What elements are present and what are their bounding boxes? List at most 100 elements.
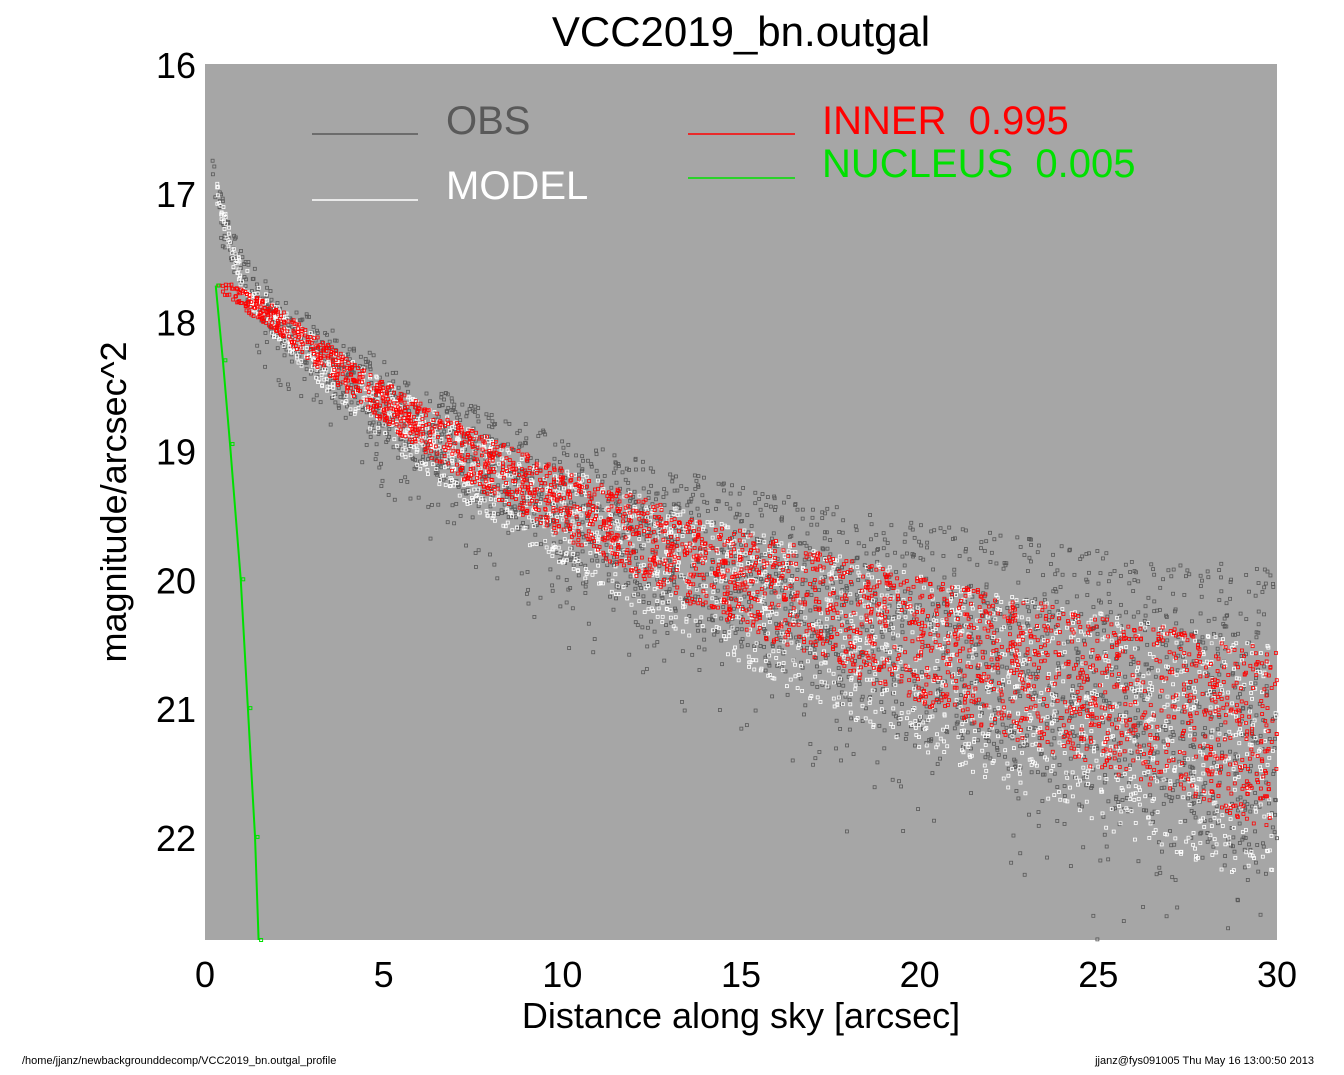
obs-point bbox=[836, 666, 841, 671]
obs-point bbox=[853, 524, 858, 529]
obs-point bbox=[1091, 605, 1096, 610]
obs-point bbox=[840, 530, 845, 535]
obs-point bbox=[1270, 825, 1275, 830]
obs-point bbox=[1222, 616, 1227, 621]
obs-point bbox=[1051, 552, 1055, 557]
obs-point bbox=[919, 523, 923, 528]
obs-point bbox=[1160, 849, 1164, 854]
obs-point bbox=[1212, 760, 1217, 765]
obs-point bbox=[829, 625, 834, 630]
obs-point bbox=[712, 580, 717, 585]
obs-point bbox=[1219, 589, 1224, 594]
obs-point bbox=[606, 572, 611, 577]
obs-point bbox=[1114, 794, 1119, 799]
obs-point bbox=[586, 621, 591, 626]
obs-point bbox=[1151, 751, 1156, 756]
obs-point bbox=[800, 582, 805, 587]
obs-point bbox=[476, 504, 481, 509]
obs-point bbox=[212, 164, 217, 169]
obs-point bbox=[1164, 655, 1169, 660]
obs-point bbox=[1206, 811, 1211, 816]
obs-point bbox=[992, 720, 997, 725]
obs-point bbox=[742, 594, 747, 599]
obs-point bbox=[1102, 832, 1107, 837]
obs-point bbox=[1107, 600, 1112, 604]
obs-point bbox=[1179, 641, 1184, 646]
obs-point bbox=[880, 634, 885, 639]
obs-point bbox=[1118, 574, 1123, 578]
obs-point bbox=[226, 236, 231, 241]
obs-point bbox=[662, 577, 667, 582]
obs-point bbox=[995, 745, 999, 750]
obs-point bbox=[729, 624, 734, 629]
obs-point bbox=[526, 601, 531, 606]
obs-point bbox=[1011, 833, 1016, 838]
obs-point bbox=[1264, 871, 1268, 876]
obs-point bbox=[910, 527, 915, 532]
obs-point bbox=[1008, 625, 1013, 630]
obs-point bbox=[523, 440, 527, 445]
obs-point bbox=[849, 582, 854, 587]
obs-point bbox=[995, 747, 1000, 752]
obs-point bbox=[539, 492, 544, 497]
obs-point bbox=[526, 587, 531, 592]
obs-point bbox=[835, 595, 840, 600]
obs-point bbox=[532, 511, 537, 516]
obs-point bbox=[541, 477, 546, 482]
obs-point bbox=[780, 588, 785, 593]
obs-point bbox=[867, 669, 872, 674]
obs-point bbox=[1135, 742, 1139, 747]
obs-point bbox=[1231, 835, 1236, 840]
obs-point bbox=[775, 556, 780, 561]
obs-point bbox=[632, 489, 637, 494]
obs-point bbox=[1069, 701, 1074, 706]
obs-point bbox=[658, 518, 663, 523]
obs-point bbox=[872, 785, 877, 790]
obs-point bbox=[976, 642, 981, 647]
obs-point bbox=[1198, 573, 1203, 578]
obs-point bbox=[952, 567, 957, 572]
obs-point bbox=[979, 540, 984, 544]
obs-point bbox=[680, 649, 685, 654]
obs-point bbox=[580, 549, 585, 554]
obs-point bbox=[877, 723, 882, 728]
obs-point bbox=[426, 504, 431, 509]
obs-point bbox=[1102, 780, 1107, 785]
obs-point bbox=[442, 429, 447, 434]
obs-point bbox=[1025, 733, 1029, 738]
obs-point bbox=[815, 685, 820, 689]
obs-point bbox=[1200, 855, 1205, 860]
obs-point bbox=[830, 581, 835, 586]
obs-point bbox=[930, 771, 935, 776]
obs-point bbox=[243, 284, 248, 288]
obs-point bbox=[379, 484, 384, 488]
obs-point bbox=[1136, 579, 1141, 584]
obs-point bbox=[688, 529, 692, 534]
obs-point bbox=[807, 546, 812, 551]
obs-point bbox=[437, 404, 441, 408]
obs-point bbox=[661, 495, 666, 499]
obs-point bbox=[1108, 572, 1113, 577]
obs-point bbox=[870, 631, 875, 635]
obs-point bbox=[1159, 776, 1164, 781]
obs-point bbox=[1015, 604, 1020, 608]
obs-point bbox=[1242, 799, 1247, 804]
obs-point bbox=[1220, 750, 1224, 755]
obs-point bbox=[954, 713, 959, 718]
obs-point bbox=[745, 513, 750, 517]
obs-point bbox=[474, 565, 478, 569]
obs-point bbox=[548, 567, 553, 572]
obs-point bbox=[1171, 751, 1176, 755]
obs-point bbox=[1104, 551, 1109, 556]
obs-point bbox=[634, 467, 638, 472]
obs-point bbox=[562, 451, 566, 456]
obs-point bbox=[887, 627, 892, 632]
obs-point bbox=[825, 546, 830, 551]
obs-point bbox=[746, 592, 751, 596]
obs-point bbox=[1085, 593, 1090, 597]
obs-point bbox=[611, 607, 616, 612]
obs-point bbox=[560, 439, 565, 444]
obs-point bbox=[1077, 802, 1082, 807]
obs-point bbox=[1081, 776, 1086, 781]
obs-point bbox=[620, 470, 625, 475]
